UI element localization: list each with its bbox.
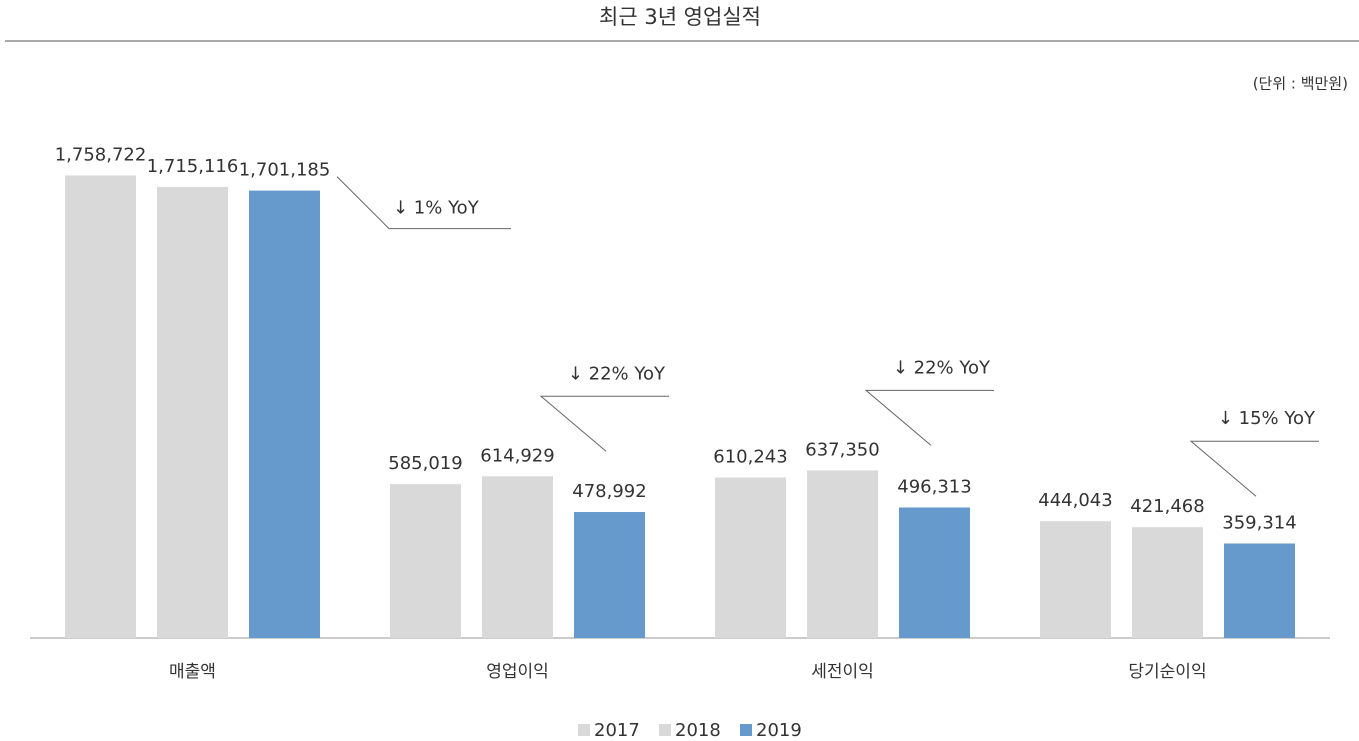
x-tick-label: 매출액 [169, 662, 216, 682]
bar [1224, 543, 1295, 638]
chart-title: 최근 3년 영업실적 [599, 5, 761, 29]
bar [249, 190, 320, 638]
value-label: 637,350 [805, 439, 879, 460]
annotation-line [539, 395, 669, 452]
bar [157, 186, 228, 638]
x-tick-label: 세전이익 [811, 662, 874, 682]
value-label: 614,929 [480, 445, 554, 466]
bar [1132, 527, 1203, 638]
legend-label: 2018 [675, 720, 721, 741]
legend-swatch [740, 724, 752, 736]
bar [482, 476, 553, 638]
legend-label: 2019 [756, 720, 802, 741]
bar [65, 175, 136, 638]
annotation: ↓ 22% YoY [568, 363, 666, 384]
bar [715, 477, 786, 638]
value-label: 610,243 [713, 447, 787, 468]
value-label: 421,468 [1130, 496, 1204, 517]
annotation-line [1189, 440, 1319, 497]
value-label: 444,043 [1038, 490, 1112, 511]
value-label: 359,314 [1222, 513, 1296, 534]
x-tick-label: 영업이익 [486, 662, 549, 682]
bar [390, 484, 461, 638]
annotation-line [336, 176, 511, 230]
bar [807, 470, 878, 638]
legend-swatch [578, 724, 590, 736]
unit-label: (단위 : 백만원) [1253, 75, 1348, 93]
legend-label: 2017 [594, 720, 640, 741]
value-label: 1,715,116 [147, 156, 239, 177]
legend-swatch [659, 724, 671, 736]
value-label: 478,992 [572, 481, 646, 502]
value-label: 496,313 [897, 476, 971, 497]
annotation: ↓ 1% YoY [393, 198, 480, 219]
bar [899, 507, 970, 638]
annotation: ↓ 22% YoY [893, 357, 991, 378]
annotation: ↓ 15% YoY [1218, 408, 1316, 429]
value-label: 585,019 [388, 453, 462, 474]
bar [574, 512, 645, 638]
annotation-line [864, 389, 994, 446]
bar [1040, 521, 1111, 638]
x-tick-label: 당기순이익 [1128, 662, 1206, 682]
value-label: 1,701,185 [239, 160, 331, 181]
value-label: 1,758,722 [55, 144, 147, 165]
